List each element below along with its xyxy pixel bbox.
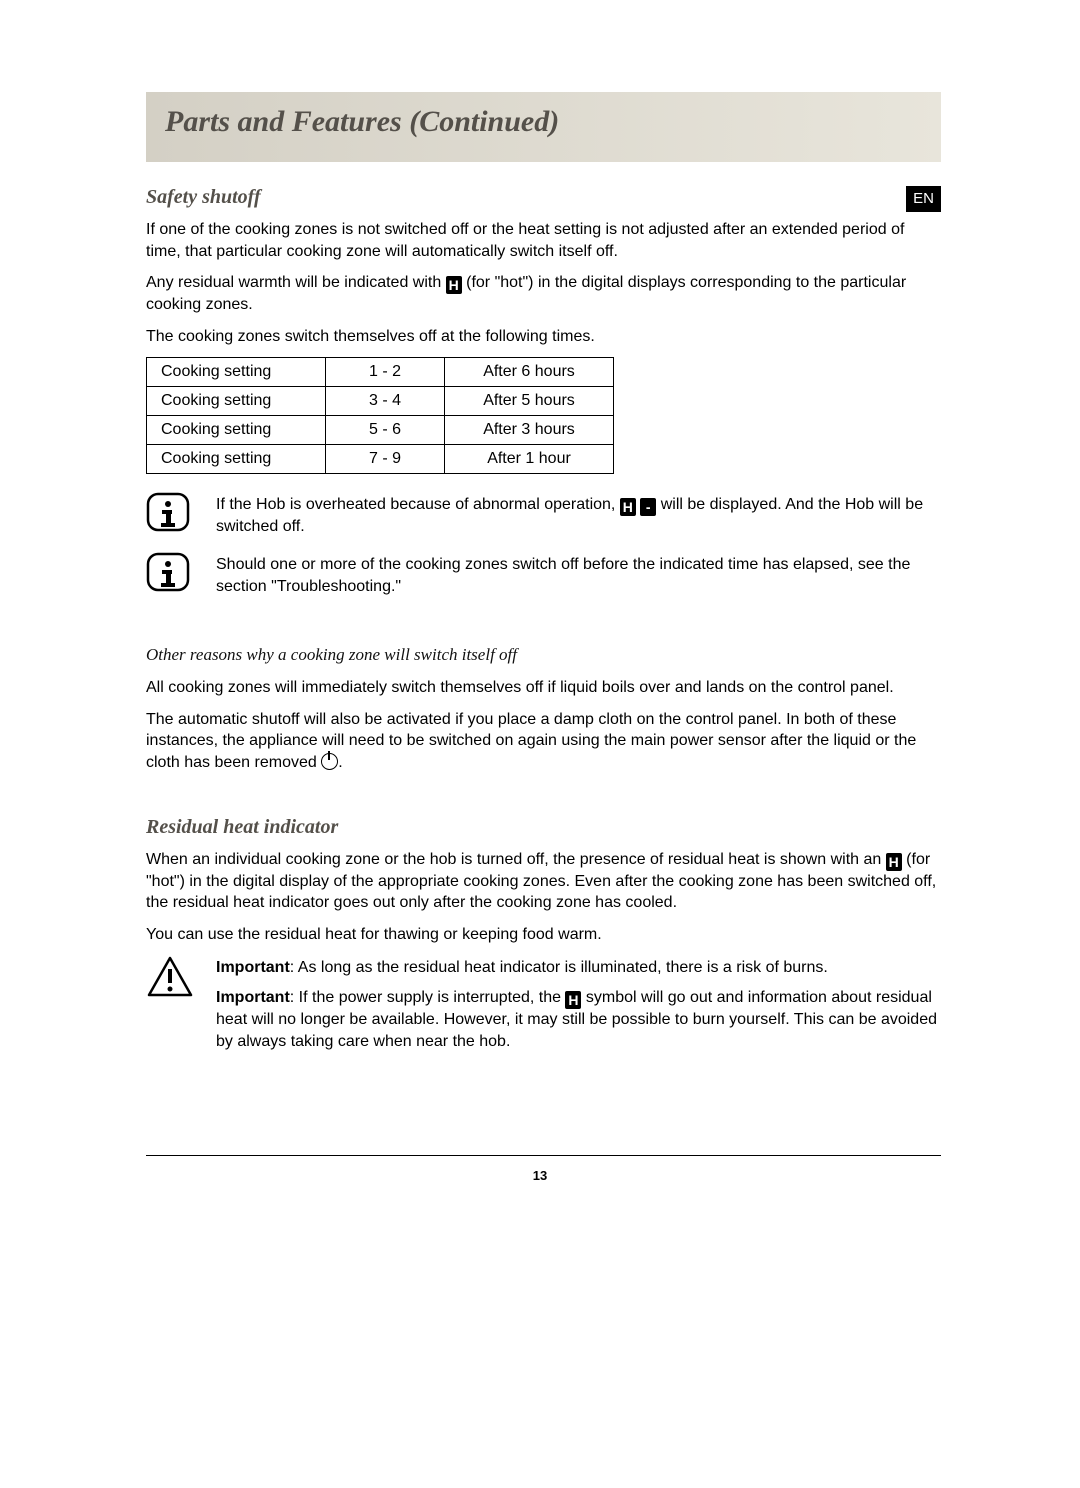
info-icon <box>146 492 216 537</box>
info-icon <box>146 552 216 597</box>
table-cell: Cooking setting <box>147 445 326 474</box>
table-cell: 1 - 2 <box>326 358 445 387</box>
warning-icon <box>146 955 216 1004</box>
safety-para-2: Any residual warmth will be indicated wi… <box>146 272 941 316</box>
hot-icon: H <box>886 853 902 871</box>
table-cell: After 5 hours <box>445 387 614 416</box>
other-p2-pre: The automatic shutoff will also be activ… <box>146 711 916 771</box>
warning-text-block: Important: As long as the residual heat … <box>216 955 941 1052</box>
table-cell: After 3 hours <box>445 416 614 445</box>
warning-1: Important: As long as the residual heat … <box>216 957 941 979</box>
table-cell: 5 - 6 <box>326 416 445 445</box>
other-p2-post: . <box>338 754 342 771</box>
page-number: 13 <box>0 1168 1080 1183</box>
info1-pre: If the Hob is overheated because of abno… <box>216 496 620 513</box>
residual-p1: When an individual cooking zone or the h… <box>146 849 941 914</box>
hot-icon: H <box>620 498 636 516</box>
important-label: Important <box>216 959 290 976</box>
safety-heading: Safety shutoff <box>146 186 941 209</box>
page-title: Parts and Features (Continued) <box>165 105 559 139</box>
other-para-1: All cooking zones will immediately switc… <box>146 677 941 699</box>
table-cell: Cooking setting <box>147 416 326 445</box>
warning-2: Important: If the power supply is interr… <box>216 987 941 1052</box>
hot-icon: H <box>565 991 581 1009</box>
table-cell: 7 - 9 <box>326 445 445 474</box>
warn1-text: : As long as the residual heat indicator… <box>290 959 828 976</box>
warning-note: Important: As long as the residual heat … <box>146 955 941 1052</box>
table-cell: After 1 hour <box>445 445 614 474</box>
safety-para-3: The cooking zones switch themselves off … <box>146 326 941 348</box>
table-row: Cooking setting 5 - 6 After 3 hours <box>147 416 614 445</box>
power-icon <box>321 753 338 770</box>
content-area: Safety shutoff If one of the cooking zon… <box>146 186 941 1066</box>
residual-p2: You can use the residual heat for thawin… <box>146 924 941 946</box>
footer-divider <box>146 1155 941 1156</box>
safety-para-2-pre: Any residual warmth will be indicated wi… <box>146 274 446 291</box>
shutoff-table: Cooking setting 1 - 2 After 6 hours Cook… <box>146 357 614 474</box>
error-icon: - <box>640 498 656 516</box>
info-note-1-text: If the Hob is overheated because of abno… <box>216 492 941 538</box>
table-cell: After 6 hours <box>445 358 614 387</box>
table-cell: Cooking setting <box>147 358 326 387</box>
residual-heading: Residual heat indicator <box>146 816 941 839</box>
table-cell: Cooking setting <box>147 387 326 416</box>
residual-p1-pre: When an individual cooking zone or the h… <box>146 851 886 868</box>
other-reasons-heading: Other reasons why a cooking zone will sw… <box>146 645 941 665</box>
table-row: Cooking setting 1 - 2 After 6 hours <box>147 358 614 387</box>
table-row: Cooking setting 7 - 9 After 1 hour <box>147 445 614 474</box>
important-label: Important <box>216 989 290 1006</box>
table-cell: 3 - 4 <box>326 387 445 416</box>
info-note-2: Should one or more of the cooking zones … <box>146 552 941 597</box>
hot-icon: H <box>446 276 462 294</box>
info-note-1: If the Hob is overheated because of abno… <box>146 492 941 538</box>
other-para-2: The automatic shutoff will also be activ… <box>146 709 941 774</box>
info-note-2-text: Should one or more of the cooking zones … <box>216 552 941 597</box>
safety-para-1: If one of the cooking zones is not switc… <box>146 219 941 262</box>
warn2-pre: : If the power supply is interrupted, th… <box>290 989 566 1006</box>
table-row: Cooking setting 3 - 4 After 5 hours <box>147 387 614 416</box>
